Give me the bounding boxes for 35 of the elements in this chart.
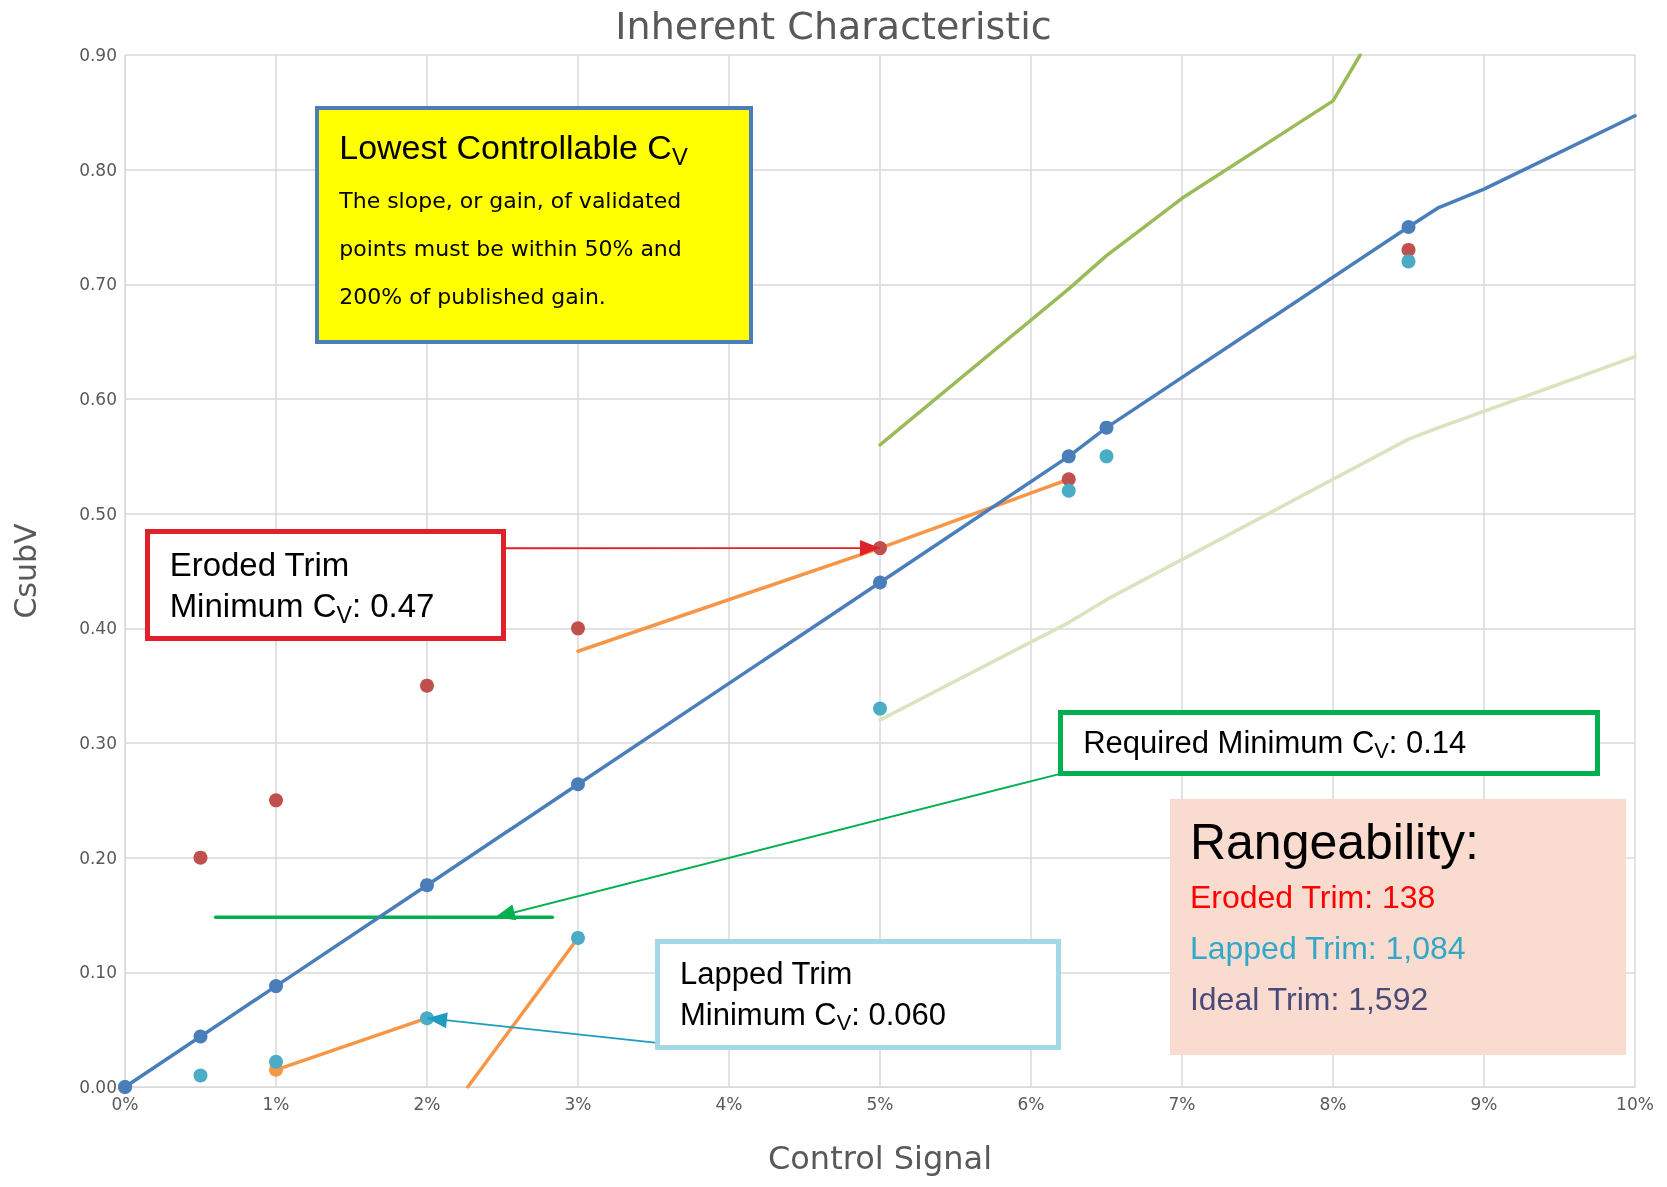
y-tick-label: 0.70 (79, 274, 117, 295)
x-tick-label: 1% (262, 1093, 290, 1114)
y-tick-label: 0.80 (79, 159, 117, 180)
x-tick-label: 10% (1616, 1093, 1654, 1114)
x-tick-label: 3% (564, 1093, 592, 1114)
x-tick-label: 8% (1319, 1093, 1347, 1114)
x-tick-label: 7% (1168, 1093, 1196, 1114)
text-box: Lapped Trim Minimum C$_{V}$: 0.060 (655, 939, 1062, 1050)
annotation: Eroded Trim: 138 (1189, 879, 1437, 917)
annotation: Rangeability: (1189, 813, 1480, 872)
annotation: Ideal Trim: 1,592 (1189, 981, 1430, 1019)
y-tick-label: 0.10 (79, 962, 117, 983)
y-tick-label: 0.20 (79, 847, 117, 868)
annotation: Lapped Trim Minimum C$_{V}$: 0.060 (680, 955, 947, 1036)
annotation: Lapped Trim: 1,084 (1189, 930, 1467, 968)
annotation: Lowest Controllable C$_{V}$ (339, 127, 689, 170)
x-axis-title: Control Signal (767, 1139, 993, 1177)
x-tick-label: 4% (715, 1093, 743, 1114)
annotation: The slope, or gain, of validated points must be within 50% and 200% of published gain. (339, 186, 683, 312)
text-box: Lowest Controllable C$_{V}$ The slope, or gain, of validated points must be within 50% and 200% of published gain. (315, 105, 754, 344)
y-tick-label: 0.90 (79, 45, 117, 65)
annotation: Required Minimum C$_{V}$: 0.14 (1083, 725, 1468, 764)
x-tick-label: 5% (866, 1093, 894, 1114)
x-tick-label: 9% (1470, 1093, 1498, 1114)
text-box: Required Minimum C$_{V}$: 0.14 (1058, 710, 1601, 777)
x-tick-label: 6% (1017, 1093, 1045, 1114)
x-tick-label: 2% (413, 1093, 441, 1114)
y-tick-label: 0.50 (79, 503, 117, 524)
y-tick-label: 0.40 (79, 618, 117, 639)
chart-title: Inherent Characteristic (615, 4, 1052, 48)
y-tick-label: 0.60 (79, 389, 117, 409)
y-tick-label: 0.30 (79, 733, 117, 753)
y-axis-title: CsubV (7, 522, 43, 619)
text-box: Eroded Trim Minimum C$_{V}$: 0.47 (144, 528, 506, 642)
annotation: Eroded Trim Minimum C$_{V}$: 0.47 (169, 544, 436, 628)
